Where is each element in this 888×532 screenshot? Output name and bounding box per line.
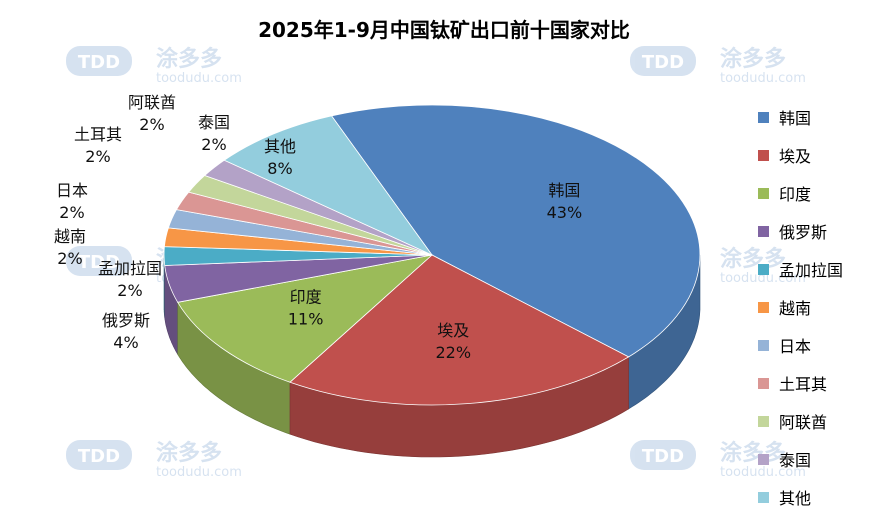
legend-swatch — [758, 491, 769, 503]
legend-label: 韩国 — [779, 109, 812, 128]
legend-swatch — [758, 339, 769, 351]
legend-swatch — [758, 187, 769, 199]
legend-swatch — [758, 377, 769, 389]
legend-label: 埃及 — [779, 147, 812, 166]
legend-label: 日本 — [779, 337, 812, 356]
legend-item: 埃及 — [758, 136, 883, 174]
slice-3 — [177, 254, 434, 383]
slice-value-1: 43% — [547, 203, 583, 222]
svg-text:TDD: TDD — [78, 52, 120, 73]
svg-text:TDD: TDD — [642, 446, 684, 467]
legend: 韩国埃及印度俄罗斯孟加拉国越南日本土耳其阿联酋泰国其他 — [758, 98, 883, 516]
slice-label-4: 俄罗斯 — [102, 311, 150, 330]
slice-value-4: 4% — [113, 333, 138, 352]
svg-text:toodudu.com: toodudu.com — [156, 465, 242, 480]
legend-item: 日本 — [758, 326, 883, 364]
slice-label-6: 越南 — [54, 227, 86, 246]
svg-text:涂多多: 涂多多 — [720, 246, 786, 272]
legend-label: 阿联酋 — [779, 413, 828, 432]
slice-value-3: 11% — [288, 310, 324, 329]
legend-label: 印度 — [779, 185, 812, 204]
svg-text:toodudu.com: toodudu.com — [156, 71, 242, 86]
slice-value-11: 8% — [267, 159, 292, 178]
legend-swatch — [758, 263, 769, 275]
svg-text:TDD: TDD — [78, 252, 120, 273]
slice-1 — [330, 104, 701, 358]
legend-item: 印度 — [758, 174, 883, 212]
slice-label-8: 土耳其 — [74, 125, 122, 144]
chart-title: 2025年1-9月中国钛矿出口前十国家对比 — [258, 18, 630, 42]
slice-label-2: 埃及 — [437, 321, 469, 340]
slice-label-11: 其他 — [264, 137, 296, 156]
legend-swatch — [758, 453, 769, 465]
svg-text:toodudu.com: toodudu.com — [720, 465, 806, 480]
legend-item: 俄罗斯 — [758, 212, 883, 250]
legend-label: 俄罗斯 — [779, 223, 828, 242]
slice-value-7: 2% — [59, 203, 84, 222]
slice-label-7: 日本 — [56, 181, 88, 200]
slice-label-3: 印度 — [290, 288, 322, 307]
svg-text:涂多多: 涂多多 — [720, 46, 786, 72]
slice-value-2: 22% — [435, 343, 471, 362]
slice-value-9: 2% — [139, 115, 164, 134]
slice-label-1: 韩国 — [548, 181, 580, 200]
legend-label: 土耳其 — [779, 375, 828, 394]
legend-item: 土耳其 — [758, 364, 883, 402]
legend-swatch — [758, 225, 769, 237]
slice-value-8: 2% — [85, 147, 110, 166]
legend-swatch — [758, 111, 769, 123]
legend-label: 其他 — [779, 489, 812, 508]
svg-text:toodudu.com: toodudu.com — [720, 271, 806, 286]
legend-item: 泰国 — [758, 440, 883, 478]
slice-value-10: 2% — [201, 135, 226, 154]
slice-value-6: 2% — [57, 249, 82, 268]
svg-text:toodudu.com: toodudu.com — [720, 71, 806, 86]
legend-item: 其他 — [758, 478, 883, 516]
legend-item: 韩国 — [758, 98, 883, 136]
legend-item: 孟加拉国 — [758, 250, 883, 288]
legend-label: 越南 — [779, 299, 812, 318]
legend-swatch — [758, 415, 769, 427]
legend-swatch — [758, 301, 769, 313]
legend-label: 孟加拉国 — [779, 261, 844, 280]
slice-value-5: 2% — [117, 281, 142, 300]
slice-label-10: 泰国 — [198, 113, 230, 132]
legend-swatch — [758, 149, 769, 161]
slice-label-9: 阿联酋 — [128, 93, 176, 112]
legend-label: 泰国 — [779, 451, 812, 470]
slice-label-5: 孟加拉国 — [98, 259, 162, 278]
svg-text:涂多多: 涂多多 — [156, 440, 222, 466]
legend-item: 阿联酋 — [758, 402, 883, 440]
legend-item: 越南 — [758, 288, 883, 326]
slice-11 — [223, 115, 434, 256]
svg-text:TDD: TDD — [642, 52, 684, 73]
svg-text:涂多多: 涂多多 — [156, 46, 222, 72]
svg-text:涂多多: 涂多多 — [720, 440, 786, 466]
slice-2 — [289, 254, 630, 406]
svg-text:TDD: TDD — [78, 446, 120, 467]
